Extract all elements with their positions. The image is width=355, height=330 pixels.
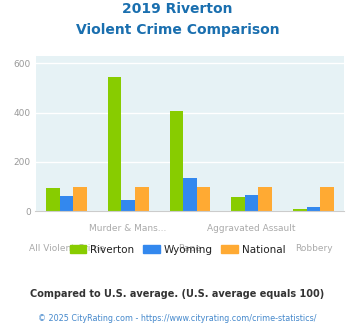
Bar <box>60 196 73 211</box>
Bar <box>108 77 121 211</box>
Text: Robbery: Robbery <box>295 244 332 253</box>
Bar <box>135 186 148 211</box>
Bar <box>197 186 210 211</box>
Bar <box>121 200 135 211</box>
Bar <box>170 111 183 211</box>
Bar <box>320 186 334 211</box>
Bar <box>231 197 245 211</box>
Text: Aggravated Assault: Aggravated Assault <box>207 224 296 233</box>
Bar <box>293 209 307 211</box>
Bar <box>46 188 60 211</box>
Text: Violent Crime Comparison: Violent Crime Comparison <box>76 23 279 37</box>
Text: All Violent Crime: All Violent Crime <box>28 244 104 253</box>
Bar <box>73 186 87 211</box>
Text: © 2025 CityRating.com - https://www.cityrating.com/crime-statistics/: © 2025 CityRating.com - https://www.city… <box>38 314 317 323</box>
Bar <box>183 178 197 211</box>
Legend: Riverton, Wyoming, National: Riverton, Wyoming, National <box>65 241 290 259</box>
Text: Murder & Mans...: Murder & Mans... <box>89 224 167 233</box>
Bar <box>307 207 320 211</box>
Bar <box>245 195 258 211</box>
Bar <box>258 186 272 211</box>
Text: Rape: Rape <box>179 244 201 253</box>
Text: 2019 Riverton: 2019 Riverton <box>122 2 233 16</box>
Text: Compared to U.S. average. (U.S. average equals 100): Compared to U.S. average. (U.S. average … <box>31 289 324 299</box>
